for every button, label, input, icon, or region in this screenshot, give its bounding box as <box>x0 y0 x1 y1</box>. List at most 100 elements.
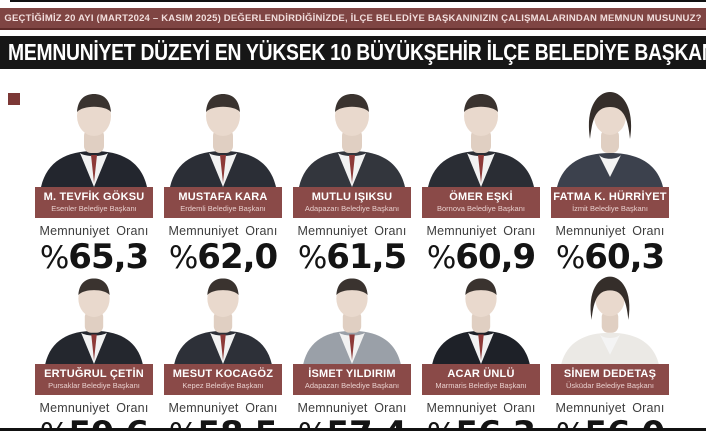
mayor-name-banner: FATMA K. HÜRRİYET İzmit Belediye Başkanı <box>551 187 669 218</box>
mayor-role: Esenler Belediye Başkanı <box>51 204 137 213</box>
percent-sign: % <box>427 417 456 431</box>
percent-sign: % <box>168 240 198 276</box>
satisfaction-label: Memnuniyet Oranı <box>168 224 278 238</box>
mayor-name-banner: MESUT KOCAGÖZ Kepez Belediye Başkanı <box>164 364 282 395</box>
percent-number: 56,0 <box>584 414 665 431</box>
percent-number: 59,6 <box>68 414 149 431</box>
male-portrait-icon <box>299 94 405 187</box>
mayor-photo <box>162 272 284 364</box>
mayor-role: Pursaklar Belediye Başkanı <box>48 381 140 390</box>
title-bar: MEMNUNİYET DÜZEYİ EN YÜKSEK 10 BÜYÜKŞEHİ… <box>0 36 706 69</box>
satisfaction-label: Memnuniyet Oranı <box>297 401 407 415</box>
satisfaction-value: %61,5 <box>297 237 407 277</box>
percent-number: 56,3 <box>455 414 536 431</box>
mayor-photo <box>162 87 284 187</box>
mayor-card: ACAR ÜNLÜ Marmaris Belediye Başkanı Memn… <box>420 272 542 431</box>
mayor-role: Marmaris Belediye Başkanı <box>435 381 527 390</box>
male-portrait-icon <box>41 94 147 187</box>
mayor-card: SİNEM DEDETAŞ Üsküdar Belediye Başkanı M… <box>549 272 671 431</box>
mayor-role: Bornova Belediye Başkanı <box>437 204 525 213</box>
mayor-card: MUSTAFA KARA Erdemli Belediye Başkanı Me… <box>162 87 284 276</box>
percent-sign: % <box>555 240 585 276</box>
mayor-cards-row-1: M. TEVFİK GÖKSU Esenler Belediye Başkanı… <box>0 87 706 276</box>
percent-number: 65,3 <box>68 237 149 277</box>
mayor-photo <box>291 272 413 364</box>
bottom-rule <box>0 428 706 431</box>
male-portrait-icon <box>170 94 276 187</box>
mayor-name: M. TEVFİK GÖKSU <box>43 191 145 203</box>
mayor-role: Üsküdar Belediye Başkanı <box>566 381 654 390</box>
male-portrait-icon <box>428 94 534 187</box>
mayor-name: SİNEM DEDETAŞ <box>563 368 657 380</box>
satisfaction-label: Memnuniyet Oranı <box>555 224 665 238</box>
mayor-role: Kepez Belediye Başkanı <box>182 381 264 390</box>
percent-number: 61,5 <box>326 237 407 277</box>
mayor-name: ERTUĞRUL ÇETİN <box>44 368 144 380</box>
page-title: MEMNUNİYET DÜZEYİ EN YÜKSEK 10 BÜYÜKŞEHİ… <box>8 39 706 65</box>
satisfaction-value: %60,3 <box>555 237 665 277</box>
male-portrait-icon <box>432 278 530 364</box>
mayor-name-banner: ERTUĞRUL ÇETİN Pursaklar Belediye Başkan… <box>35 364 153 395</box>
percent-number: 60,3 <box>584 237 665 277</box>
satisfaction-value: %58,5 <box>169 414 278 431</box>
satisfaction-value: %60,9 <box>426 237 536 277</box>
mayor-photo <box>420 272 542 364</box>
percent-sign: % <box>297 240 327 276</box>
percent-number: 57,4 <box>326 414 407 431</box>
mayor-photo <box>549 272 671 364</box>
mayor-cards-row-2: ERTUĞRUL ÇETİN Pursaklar Belediye Başkan… <box>0 272 706 431</box>
male-portrait-icon <box>174 278 272 364</box>
mayor-role: Erdemli Belediye Başkanı <box>180 204 266 213</box>
mayor-card: ÖMER EŞKİ Bornova Belediye Başkanı Memnu… <box>420 87 542 276</box>
mayor-card: M. TEVFİK GÖKSU Esenler Belediye Başkanı… <box>33 87 155 276</box>
question-text: GEÇTİĞİMİZ 20 AYI (MART2024 – KASIM 2025… <box>4 12 702 24</box>
satisfaction-label: Memnuniyet Oranı <box>426 401 536 415</box>
male-portrait-icon <box>303 278 401 364</box>
mayor-name-banner: ÖMER EŞKİ Bornova Belediye Başkanı <box>422 187 540 218</box>
mayor-name-banner: MUSTAFA KARA Erdemli Belediye Başkanı <box>164 187 282 218</box>
satisfaction-label: Memnuniyet Oranı <box>39 224 149 238</box>
mayor-name-banner: ACAR ÜNLÜ Marmaris Belediye Başkanı <box>422 364 540 395</box>
satisfaction-label: Memnuniyet Oranı <box>297 224 407 238</box>
percent-sign: % <box>556 417 585 431</box>
mayor-name: ACAR ÜNLÜ <box>447 368 515 380</box>
female-portrait-icon <box>561 276 659 364</box>
mayor-photo <box>420 87 542 187</box>
satisfaction-value: %65,3 <box>39 237 149 277</box>
female-portrait-icon <box>557 92 663 187</box>
mayor-role: Adapazarı Belediye Başkanı <box>304 204 400 213</box>
percent-number: 62,0 <box>197 237 278 277</box>
male-portrait-icon <box>45 278 143 364</box>
mayor-card: MUTLU IŞIKSU Adapazarı Belediye Başkanı … <box>291 87 413 276</box>
percent-sign: % <box>40 417 69 431</box>
satisfaction-label: Memnuniyet Oranı <box>168 401 278 415</box>
question-bar: GEÇTİĞİMİZ 20 AYI (MART2024 – KASIM 2025… <box>0 8 706 30</box>
corner-square-decoration <box>8 93 20 105</box>
mayor-name-banner: İSMET YILDIRIM Adapazarı Belediye Başkan… <box>293 364 411 395</box>
mayor-name: MUTLU IŞIKSU <box>311 191 393 203</box>
mayor-role: İzmit Belediye Başkanı <box>572 204 648 213</box>
mayor-name-banner: SİNEM DEDETAŞ Üsküdar Belediye Başkanı <box>551 364 669 395</box>
mayor-photo <box>33 272 155 364</box>
top-rule <box>10 0 706 2</box>
percent-number: 60,9 <box>455 237 536 277</box>
mayor-photo <box>291 87 413 187</box>
mayor-role: Adapazarı Belediye Başkanı <box>304 381 400 390</box>
satisfaction-value: %56,3 <box>427 414 536 431</box>
mayor-card: MESUT KOCAGÖZ Kepez Belediye Başkanı Mem… <box>162 272 284 431</box>
percent-sign: % <box>39 240 69 276</box>
percent-sign: % <box>426 240 456 276</box>
mayor-name: MUSTAFA KARA <box>178 191 268 203</box>
mayor-name: MESUT KOCAGÖZ <box>172 368 274 380</box>
mayor-card: FATMA K. HÜRRİYET İzmit Belediye Başkanı… <box>549 87 671 276</box>
mayor-name: ÖMER EŞKİ <box>449 191 513 203</box>
satisfaction-value: %57,4 <box>298 414 407 431</box>
mayor-name-banner: M. TEVFİK GÖKSU Esenler Belediye Başkanı <box>35 187 153 218</box>
percent-number: 58,5 <box>197 414 278 431</box>
satisfaction-label: Memnuniyet Oranı <box>555 401 665 415</box>
satisfaction-value: %62,0 <box>168 237 278 277</box>
mayor-card: İSMET YILDIRIM Adapazarı Belediye Başkan… <box>291 272 413 431</box>
satisfaction-value: %56,0 <box>556 414 665 431</box>
satisfaction-value: %59,6 <box>40 414 149 431</box>
